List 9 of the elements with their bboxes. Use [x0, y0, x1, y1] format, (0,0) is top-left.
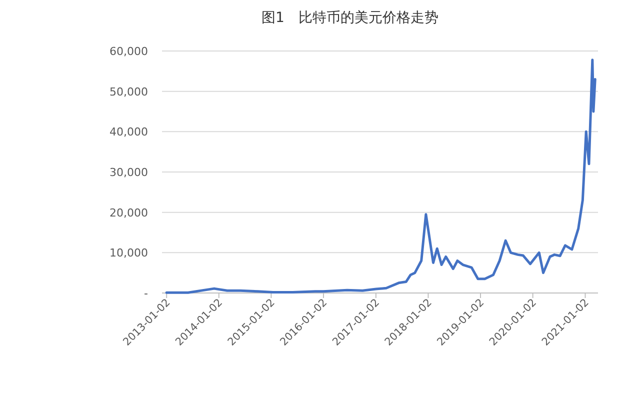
y-tick-label: 20,000: [110, 206, 148, 220]
y-tick-label: 10,000: [110, 246, 148, 260]
chart-title: 图1 比特币的美元价格走势: [262, 10, 438, 26]
y-tick-label: 30,000: [110, 166, 148, 179]
y-tick-label: 50,000: [110, 85, 148, 98]
y-tick-label: 60,000: [110, 45, 148, 58]
line-series: [165, 58, 596, 294]
y-tick-label: 40,000: [110, 126, 148, 139]
y-tick-label: -: [144, 287, 148, 300]
